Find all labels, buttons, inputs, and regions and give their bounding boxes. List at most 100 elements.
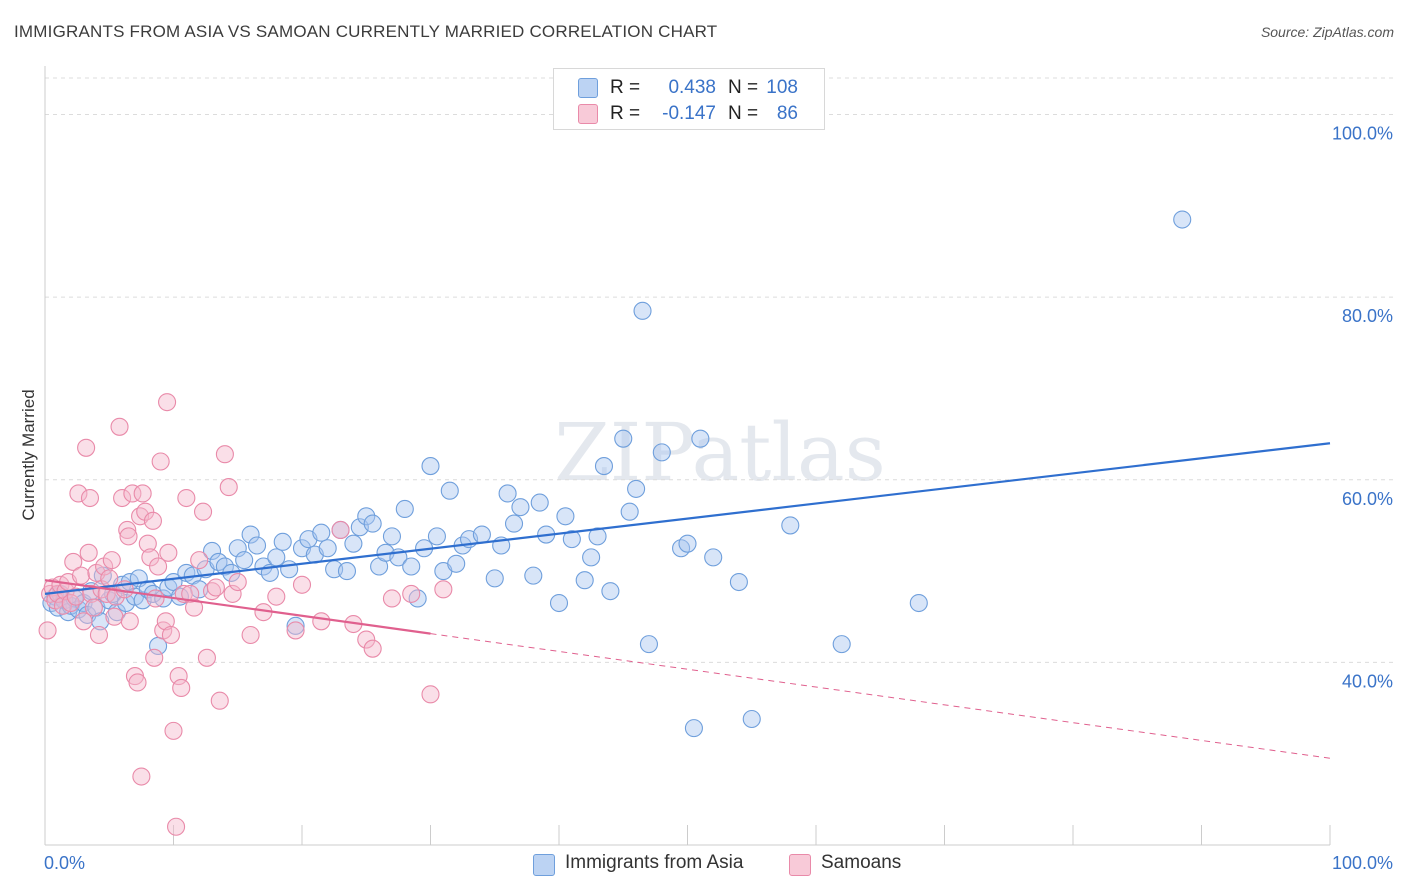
asia-point: [427, 527, 446, 546]
samoan-point: [156, 612, 175, 631]
samoan-point: [215, 445, 234, 464]
samoan-point: [143, 511, 162, 530]
samoan-point: [64, 552, 83, 571]
asia-trend-line: [44, 442, 1331, 595]
samoan-point: [267, 587, 286, 606]
asia-point: [402, 557, 421, 576]
asia-point: [639, 635, 659, 654]
samoan-point: [161, 625, 180, 645]
asia-point: [408, 589, 427, 608]
samoan-point: [197, 648, 216, 667]
legend-n-label: N =: [728, 103, 759, 124]
asia-point: [504, 514, 524, 533]
asia-point: [601, 582, 620, 601]
asia-point: [672, 539, 691, 558]
legend-n-label: N =: [728, 77, 759, 98]
samoan-point: [145, 648, 164, 667]
asia-point: [524, 566, 543, 585]
samoan-point: [118, 520, 137, 540]
legend-n-value: 86: [776, 103, 798, 124]
legend-n-value: 108: [766, 77, 798, 98]
samoan-point: [74, 612, 93, 631]
asia-point: [684, 719, 703, 738]
samoan-point: [113, 488, 132, 508]
bottom-legend-swatch-samoans: [789, 854, 811, 876]
samoan-point: [102, 551, 121, 570]
asia-point: [209, 552, 228, 571]
asia-point: [421, 457, 440, 476]
asia-point: [363, 514, 382, 533]
samoan-point: [167, 817, 186, 836]
asia-point: [498, 484, 517, 503]
asia-point: [203, 541, 222, 561]
samoan-point: [71, 566, 91, 585]
asia-point: [235, 551, 254, 570]
y-axis-label: Currently Married: [19, 389, 38, 520]
asia-point: [575, 571, 594, 590]
asia-point: [530, 493, 549, 512]
samoan-point: [228, 572, 247, 592]
samoan-point: [312, 612, 331, 631]
samoan-point: [79, 543, 98, 562]
samoan-point: [331, 520, 350, 540]
samoan-point: [84, 598, 103, 617]
samoan-point: [206, 578, 225, 597]
samoan-point: [138, 534, 157, 553]
asia-point: [344, 534, 363, 553]
legend-r-value: 0.438: [668, 77, 716, 98]
asia-point: [781, 516, 800, 535]
asia-point: [704, 548, 723, 567]
source-note: Source: ZipAtlas.com: [1260, 24, 1394, 40]
y-tick-label: 80.0%: [1342, 306, 1393, 326]
asia-point: [1173, 210, 1192, 229]
asia-point: [228, 539, 247, 558]
samoan-point: [120, 612, 139, 631]
y-tick-label: 40.0%: [1342, 671, 1393, 691]
samoan-trend-line-extension: [430, 633, 1331, 759]
legend-swatch-samoans: [578, 104, 598, 124]
samoan-point: [123, 484, 142, 503]
samoan-point: [402, 584, 421, 603]
samoan-point: [190, 551, 209, 570]
asia-point: [395, 499, 414, 519]
samoan-point: [286, 621, 305, 640]
bottom-legend-label-asia: Immigrants from Asia: [565, 852, 744, 873]
samoan-point: [194, 502, 213, 521]
samoan-point: [110, 417, 129, 436]
y-tick-label: 100.0%: [1332, 124, 1393, 144]
samoan-points: [38, 393, 453, 836]
asia-point: [440, 481, 459, 500]
asia-point: [594, 457, 614, 476]
correlation-legend: R = 0.438 N = 108 R = -0.147 N = 86: [553, 68, 825, 130]
samoan-point: [421, 685, 440, 704]
watermark: ZIPatlas: [554, 406, 886, 499]
samoan-point: [181, 584, 200, 603]
samoan-point: [223, 584, 242, 603]
asia-point: [627, 479, 646, 498]
samoan-point: [382, 589, 402, 608]
samoan-point: [105, 607, 124, 626]
asia-point: [267, 548, 286, 567]
samoan-point: [210, 691, 229, 710]
samoan-point: [133, 484, 152, 503]
asia-point: [472, 525, 491, 544]
samoan-point: [69, 484, 88, 503]
asia-point: [556, 507, 575, 526]
asia-point: [652, 443, 671, 462]
asia-point: [337, 562, 357, 581]
asia-point: [447, 554, 466, 573]
asia-point: [286, 616, 305, 635]
asia-point: [357, 507, 376, 526]
chart-title: IMMIGRANTS FROM ASIA VS SAMOAN CURRENTLY…: [14, 22, 718, 41]
asia-point: [909, 593, 928, 613]
asia-point: [511, 498, 530, 517]
bottom-legend-label-samoans: Samoans: [821, 852, 902, 873]
samoan-point: [363, 639, 382, 658]
samoan-point: [169, 667, 188, 686]
asia-point: [318, 539, 337, 558]
samoan-point: [151, 452, 170, 471]
asia-point: [729, 572, 748, 592]
asia-point: [485, 569, 504, 588]
asia-point: [312, 523, 331, 542]
asia-point: [247, 536, 267, 555]
